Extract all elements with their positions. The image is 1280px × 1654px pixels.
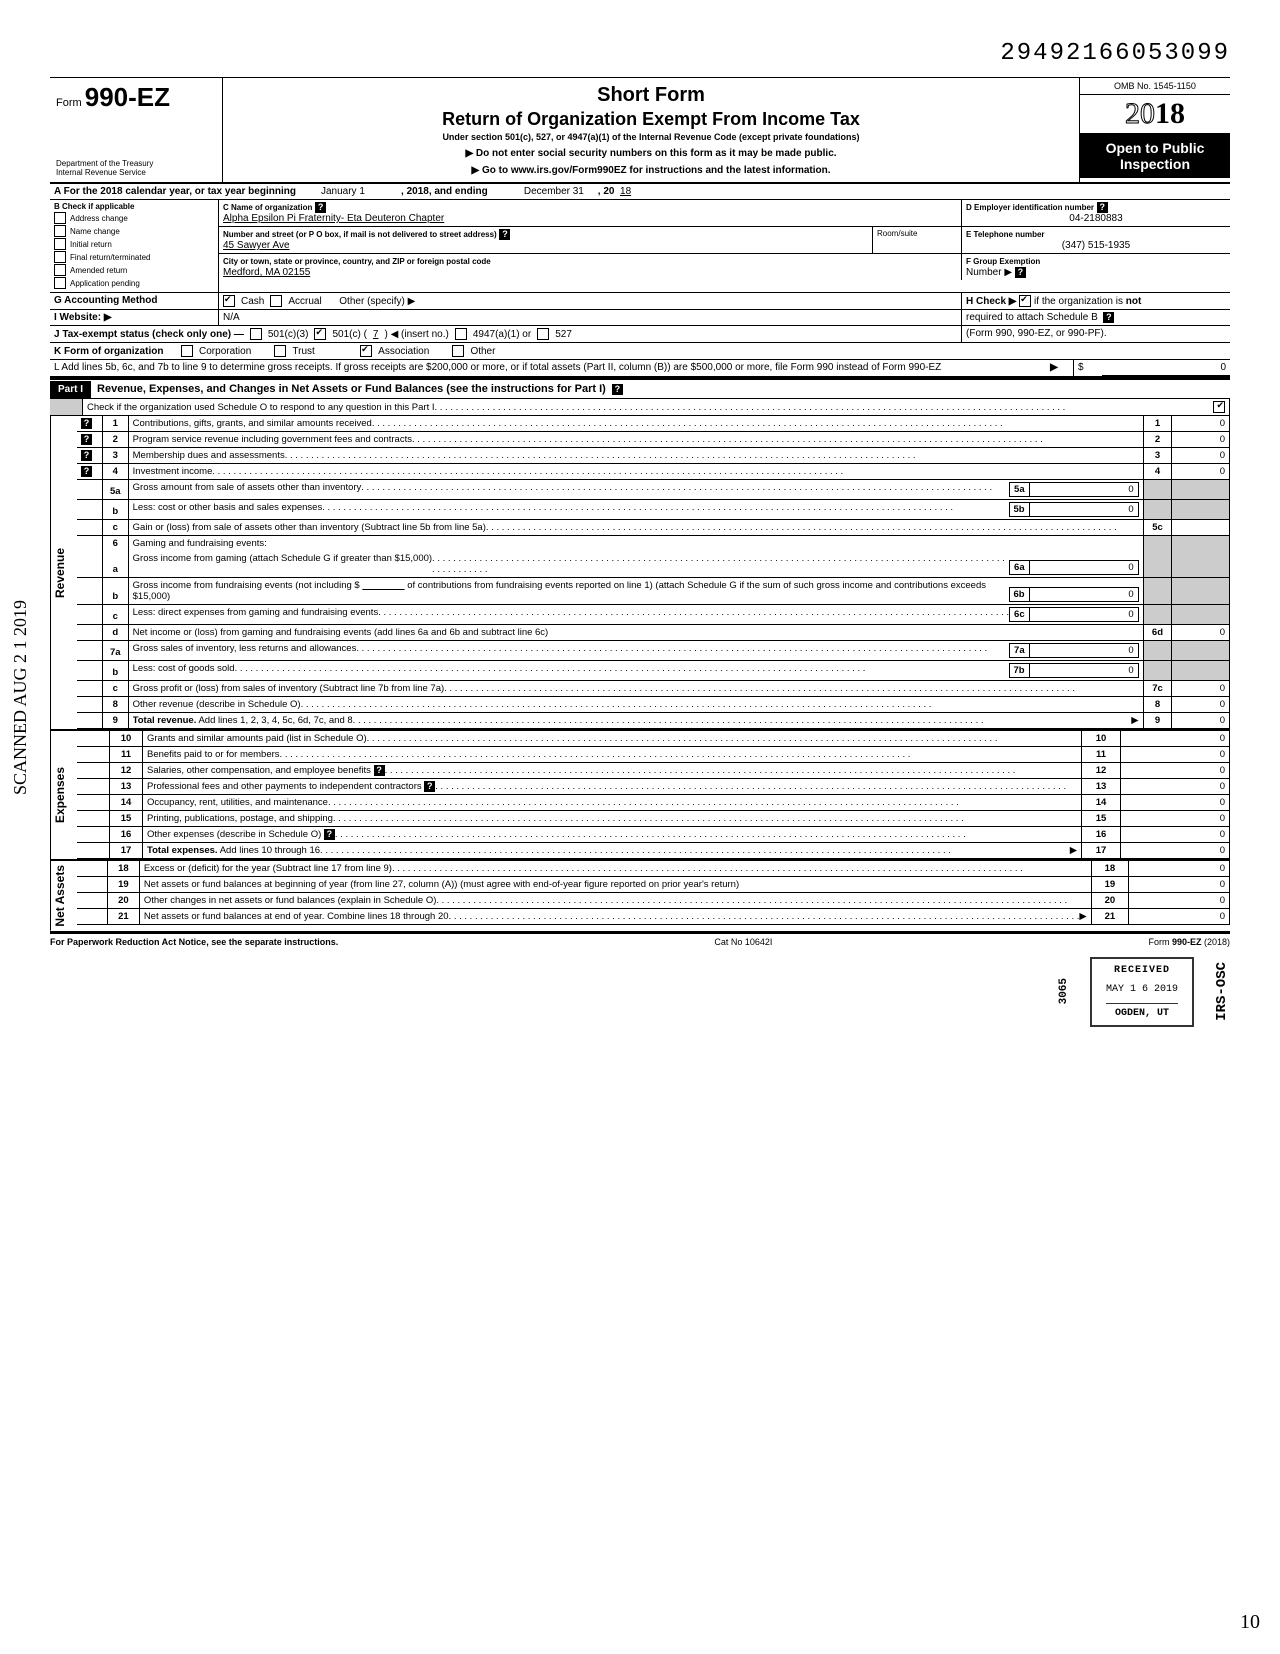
net-assets-section: Net Assets 18Excess or (deficit) for the… [50, 861, 1230, 933]
application-pending-checkbox[interactable] [54, 277, 66, 289]
schedule-o-check: Check if the organization used Schedule … [50, 399, 1230, 416]
address-change-checkbox[interactable] [54, 212, 66, 224]
help-icon[interactable]: ? [315, 202, 326, 213]
revenue-label: Revenue [50, 416, 77, 729]
page-number: 10 [1240, 1611, 1260, 1634]
help-icon[interactable]: ? [1103, 312, 1114, 323]
527-checkbox[interactable] [537, 328, 549, 340]
irs-osc-stamp: IRS-OSC [1214, 962, 1230, 1021]
section-b-checkboxes: B Check if applicable Address change Nam… [50, 200, 219, 292]
stamps: 3065 RECEIVED MAY 1 6 2019 OGDEN, UT IRS… [50, 957, 1230, 1027]
initial-return-checkbox[interactable] [54, 238, 66, 250]
ssn-warning: ▶ Do not enter social security numbers o… [229, 148, 1073, 159]
row-k-form-org: K Form of organization Corporation Trust… [50, 343, 1230, 360]
form-header: Form 990-EZ Department of the TreasuryIn… [50, 77, 1230, 184]
document-id: 29492166053099 [50, 40, 1230, 67]
4947-checkbox[interactable] [455, 328, 467, 340]
website-instructions: ▶ Go to www.irs.gov/Form990EZ for instru… [229, 165, 1073, 176]
schedule-o-checkbox[interactable] [1213, 401, 1225, 413]
expenses-section: Expenses 10Grants and similar amounts pa… [50, 731, 1230, 861]
help-icon[interactable]: ? [1015, 267, 1026, 278]
help-icon[interactable]: ? [499, 229, 510, 240]
form-number: Form 990-EZ [56, 82, 216, 113]
row-a-tax-year: A For the 2018 calendar year, or tax yea… [50, 184, 1230, 200]
revenue-section: Revenue ?1Contributions, gifts, grants, … [50, 416, 1230, 731]
final-return-checkbox[interactable] [54, 251, 66, 263]
ein: 04-2180883 [966, 213, 1226, 224]
amended-return-checkbox[interactable] [54, 264, 66, 276]
net-assets-label: Net Assets [50, 861, 77, 931]
subtitle: Under section 501(c), 527, or 4947(a)(1)… [229, 132, 1073, 142]
help-icon[interactable]: ? [612, 384, 623, 395]
schedule-b-checkbox[interactable] [1019, 295, 1031, 307]
telephone: (347) 515-1935 [966, 240, 1226, 251]
omb-number: OMB No. 1545-1150 [1080, 78, 1230, 95]
other-org-checkbox[interactable] [452, 345, 464, 357]
trust-checkbox[interactable] [274, 345, 286, 357]
short-form-title: Short Form [229, 84, 1073, 107]
row-i-website: I Website: ▶ N/A required to attach Sche… [50, 310, 1230, 326]
cash-checkbox[interactable] [223, 295, 235, 307]
return-title: Return of Organization Exempt From Incom… [229, 109, 1073, 130]
corp-checkbox[interactable] [181, 345, 193, 357]
open-to-public: Open to Public Inspection [1080, 134, 1230, 178]
row-gh: G Accounting Method Cash Accrual Other (… [50, 293, 1230, 310]
city-state-zip: Medford, MA 02155 [223, 267, 310, 278]
accrual-checkbox[interactable] [270, 295, 282, 307]
street-address: 45 Sawyer Ave [223, 240, 290, 251]
department: Department of the TreasuryInternal Reven… [56, 160, 216, 178]
tax-year: 2018 [1080, 95, 1230, 134]
identity-block: B Check if applicable Address change Nam… [50, 200, 1230, 293]
org-name: Alpha Epsilon Pi Fraternity- Eta Deutero… [223, 213, 444, 224]
assoc-checkbox[interactable] [360, 345, 372, 357]
row-l-gross-receipts: L Add lines 5b, 6c, and 7b to line 9 to … [50, 360, 1230, 378]
name-change-checkbox[interactable] [54, 225, 66, 237]
help-icon[interactable]: ? [1097, 202, 1108, 213]
501c-checkbox[interactable] [314, 328, 326, 340]
part1-header: Part I Revenue, Expenses, and Changes in… [50, 378, 1230, 399]
page-footer: For Paperwork Reduction Act Notice, see … [50, 933, 1230, 947]
501c3-checkbox[interactable] [250, 328, 262, 340]
row-j-tax-exempt: J Tax-exempt status (check only one) — 5… [50, 326, 1230, 343]
expenses-label: Expenses [50, 731, 77, 859]
scanned-stamp: SCANNED AUG 2 1 2019 [10, 600, 31, 795]
received-stamp: RECEIVED MAY 1 6 2019 OGDEN, UT [1090, 957, 1194, 1027]
